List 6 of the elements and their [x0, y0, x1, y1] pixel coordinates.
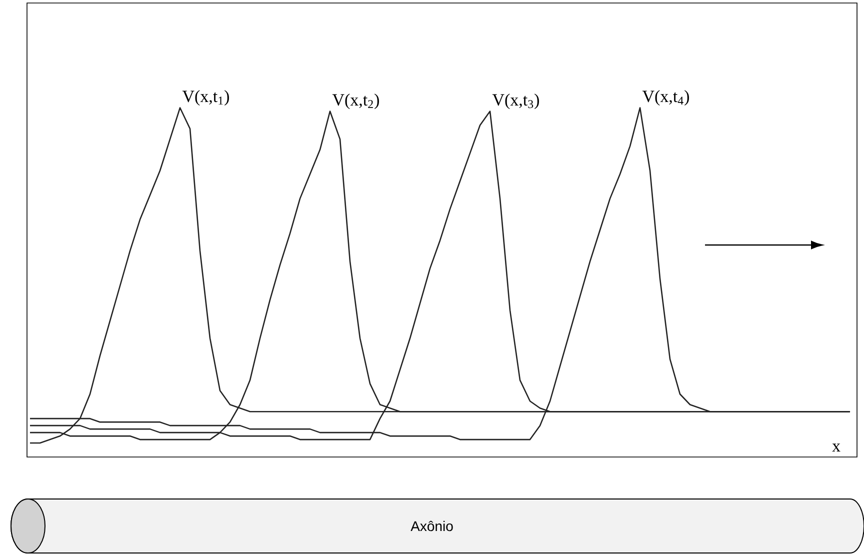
series-label: V(x,t$_{3}$): [492, 94, 539, 110]
series-label: V(x,t$_{1}$): [182, 90, 229, 106]
series-label: V(x,t$_{2}$): [332, 94, 379, 110]
text: Axônio: [410, 520, 453, 532]
x-axis-title: x: [832, 444, 840, 452]
series-label: V(x,t$_{4}$): [642, 90, 689, 106]
